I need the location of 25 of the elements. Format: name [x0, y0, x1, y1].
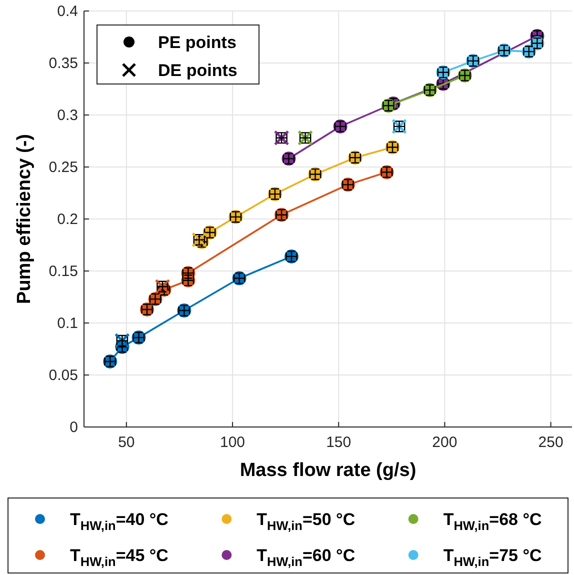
legend-label: T$_{HW,in}$=45 °C [70, 546, 168, 569]
y-tick-label: 0.3 [57, 107, 78, 124]
x-axis-title: Mass flow rate (g/s) [240, 460, 416, 481]
x-tick-label: 200 [432, 434, 458, 451]
annotation: DE points [158, 61, 238, 80]
annotation: PE points [158, 33, 236, 52]
legend-label: T$_{HW,in}$=60 °C [256, 546, 356, 569]
legend-label: T$_{HW,in}$=40 °C [70, 510, 168, 533]
y-tick-label: 0.25 [48, 159, 78, 176]
y-tick-label: 0.05 [48, 367, 78, 384]
legend-label: T$_{HW,in}$=50 °C [256, 510, 356, 533]
y-tick-label: 0.4 [57, 3, 78, 20]
x-tick-label: 100 [220, 434, 246, 451]
x-tick-label: 250 [538, 434, 564, 451]
marker-key: PE points DE points [96, 24, 260, 84]
y-axis-title: Pump efficiency (-) [14, 134, 35, 304]
y-tick-label: 0.2 [57, 211, 78, 228]
x-tick-label: 50 [118, 434, 135, 451]
y-tick-label: 0 [70, 419, 78, 436]
x-tick-label: 150 [326, 434, 352, 451]
y-tick-label: 0.35 [48, 55, 78, 72]
legend-label: T$_{HW,in}$=75 °C [443, 546, 542, 569]
legend-label: T$_{HW,in}$=68 °C [443, 510, 542, 533]
y-tick-label: 0.15 [48, 263, 78, 280]
y-tick-label: 0.1 [57, 315, 78, 332]
